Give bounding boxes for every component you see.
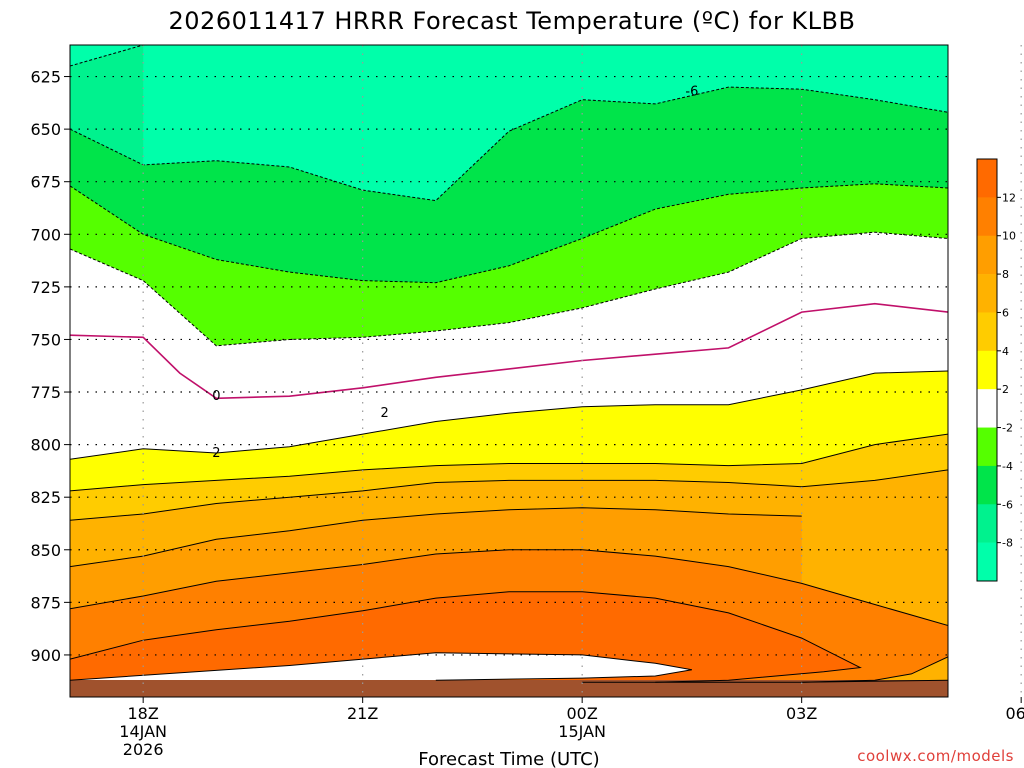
colorbar-label--4: -4 [1002,460,1013,473]
contour-line-14-11 [70,652,692,681]
contour-line--4-2 [70,183,948,284]
colorbar-label-2: 2 [1002,383,1009,396]
colorbar-bin--2-2 [977,389,997,428]
y-tick-label-650: 650 [30,120,61,139]
contour-label--6-0: -6 [685,84,698,99]
contour-label-2-3: 2 [380,406,388,421]
x-tick-label-2026: 2026 [123,740,164,759]
contour-labels: -660226 [212,84,698,461]
colorbar-bin-2-4 [977,350,997,390]
contour-line-2-5 [70,370,948,460]
colorbar-bin-6-8 [977,274,997,313]
colorbar-bin-4-6 [977,312,997,352]
colorbar-label-4: 4 [1002,345,1009,358]
y-tick-label-700: 700 [30,225,61,244]
colorbar-bin--4--2 [977,427,997,467]
plot-frame [69,44,949,698]
colorbar-bin--10--8 [977,542,997,582]
contour-line-4-6 [70,433,948,492]
colorbar: 12 10 8 6 4 2 -2 -4 -6 -8 [976,158,1016,582]
plot-area [70,45,948,697]
contour-line-12-10 [70,591,862,683]
y-tick-label-625: 625 [30,68,61,87]
y-tick-label-850: 850 [30,541,61,560]
colorbar-label--8: -8 [1002,537,1013,550]
contour-label-0-2: 0 [212,389,220,404]
colorbar-label-6: 6 [1002,306,1009,319]
colorbar-label--6: -6 [1002,498,1013,511]
contour-line-6-12 [801,679,948,683]
x-tick-label-21Z: 21Z [347,704,378,723]
colorbar-label-10: 10 [1002,230,1016,243]
axis-ticks: 62565067570072575077580082585087590018Z1… [30,68,1024,759]
colorbar-label--2: -2 [1002,422,1013,435]
contour-line-8-8 [70,507,802,568]
x-tick-label-03Z: 03Z [786,704,817,723]
contour-label-2-4: 2 [212,446,220,461]
y-tick-label-900: 900 [30,646,61,665]
contour-line--2-3 [70,231,948,347]
colorbar-bin-12-14 [977,159,997,198]
colorbar-label-12: 12 [1002,191,1016,204]
x-tick-label-06Z: 06Z [1006,704,1024,723]
grid [70,45,1022,697]
credit-link[interactable]: coolwx.com/models [857,747,1014,765]
x-tick-label-14JAN: 14JAN [119,722,167,741]
contour-line-6-7 [70,469,948,521]
colorbar-bin--6--4 [977,465,997,505]
colorbar-frame [976,158,998,582]
surface-terrain [70,680,948,697]
colorbar-bin-8-10 [977,235,997,275]
y-tick-label-825: 825 [30,488,61,507]
chart-title: 2026011417 HRRR Forecast Temperature (ºC… [169,7,856,35]
x-tick-label-00Z: 00Z [567,704,598,723]
x-tick-label-15JAN: 15JAN [558,722,606,741]
colorbar-bin-10-12 [977,197,997,237]
contour-line--6-1 [70,86,948,202]
colorbar-label-8: 8 [1002,268,1009,281]
y-tick-label-800: 800 [30,436,61,455]
colorbar-bin--8--6 [977,504,997,543]
x-tick-label-18Z: 18Z [128,704,159,723]
y-tick-label-750: 750 [30,330,61,349]
y-tick-label-675: 675 [30,173,61,192]
x-axis-title: Forecast Time (UTC) [418,749,599,768]
y-tick-label-875: 875 [30,593,61,612]
y-tick-label-725: 725 [30,278,61,297]
contour-line--8-0 [70,45,144,67]
contour-line-0-4 [70,302,948,400]
y-tick-label-775: 775 [30,383,61,402]
